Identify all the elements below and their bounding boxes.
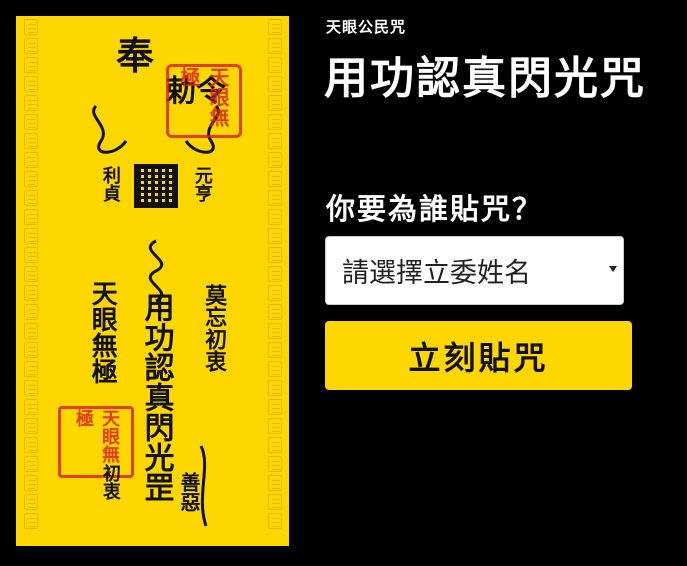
talisman-image: 奉 勅令 天眼無極 利貞 元亨 天眼無極 用功認真閃光罡 莫忘初衷 天眼無極 初…	[16, 16, 289, 546]
talisman-good-evil: 善惡	[177, 472, 201, 512]
talisman-edict-order: 勅令	[166, 74, 226, 109]
eyebrow-title: 天眼公民咒	[326, 18, 407, 36]
seal-bottom-text: 天眼無極	[73, 409, 120, 463]
talisman-right-spell: 莫忘初衷	[201, 284, 228, 372]
qr-code-icon	[134, 164, 178, 208]
seal-top-text: 天眼無極	[177, 67, 230, 127]
page-title: 用功認真閃光咒	[324, 53, 646, 104]
submit-button[interactable]: 立刻貼咒	[325, 321, 632, 390]
talisman-seal-top: 天眼無極	[166, 64, 242, 138]
legislator-select[interactable]: 請選擇立委姓名	[325, 236, 624, 305]
talisman-main-spell: 用功認真閃光罡	[138, 292, 174, 502]
caret-down-icon	[609, 266, 617, 272]
talisman-left-small: 利貞	[99, 166, 121, 202]
talisman-pattern-left	[20, 16, 42, 546]
talisman-heaven-eye: 天眼無極	[87, 280, 118, 384]
talisman-right-small: 元亨	[191, 166, 213, 202]
talisman-edict-top: 奉	[116, 33, 154, 78]
talisman-pattern-right	[264, 16, 286, 546]
talisman-bottom-small: 初衷	[99, 464, 121, 500]
select-value: 請選擇立委姓名	[342, 258, 531, 289]
question-heading: 你要為誰貼咒？	[326, 192, 544, 226]
talisman-brush-strokes	[92, 104, 220, 527]
talisman-seal-bottom: 天眼無極	[58, 406, 134, 478]
